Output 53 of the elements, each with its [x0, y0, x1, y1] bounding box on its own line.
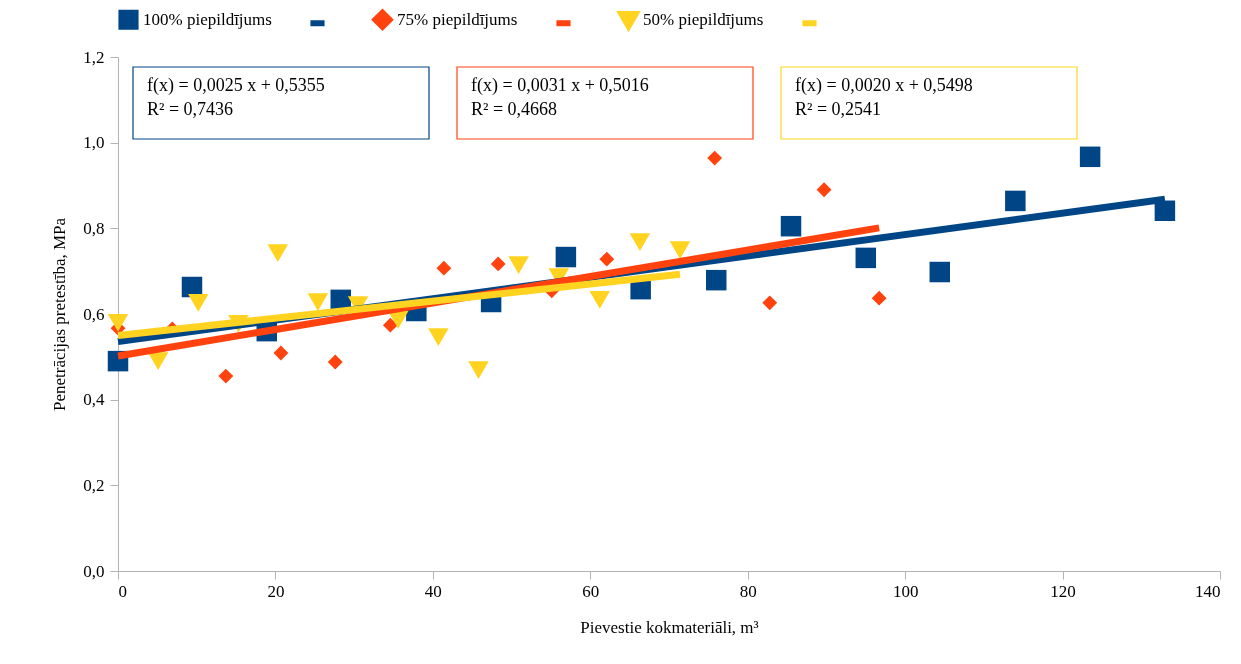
point: [147, 352, 169, 370]
annotation: f(x) = 0,0025 x + 0,5355 R² = 0,7436: [147, 75, 325, 119]
legend-label: 75% piepildījums: [397, 9, 518, 29]
legend-label: 100% piepildījums: [143, 9, 272, 29]
point: [307, 293, 329, 311]
x-tick-label: 120: [1050, 581, 1076, 601]
point: [1154, 200, 1176, 222]
point: [267, 244, 289, 263]
point: [436, 260, 452, 276]
point: [871, 290, 887, 306]
x-tick-label: 60: [582, 581, 600, 601]
point: [508, 256, 529, 275]
y-tick-label: 0,6: [83, 304, 105, 324]
point: [382, 317, 398, 333]
x-tick-label: 140: [1195, 581, 1221, 601]
x-tick-label: 80: [739, 581, 757, 601]
x-tick-label: 20: [267, 581, 285, 601]
point: [929, 261, 951, 283]
point: [327, 354, 343, 370]
annotation: f(x) = 0,0020 x + 0,5498 R² = 0,2541: [795, 75, 973, 119]
legend-label: 50% piepildījums: [643, 10, 764, 30]
point: [629, 233, 651, 251]
x-axis-title: Pievestie kokmateriāli, m³: [580, 617, 759, 637]
y-axis-title: Penetrācijas pretestība, MPa: [50, 217, 70, 412]
point: [599, 251, 615, 267]
annotation: f(x) = 0,0031 x + 0,5016 R² = 0,4668: [471, 75, 649, 119]
x-tick-label: 40: [424, 581, 442, 601]
point: [816, 182, 832, 198]
point: [555, 246, 577, 268]
point: [1079, 146, 1101, 168]
point: [1005, 190, 1026, 212]
point: [273, 345, 289, 361]
point: [705, 269, 727, 291]
point: [468, 361, 489, 379]
y-tick-label: 1,2: [83, 47, 105, 67]
point: [707, 150, 723, 166]
point: [780, 215, 802, 237]
point: [855, 247, 877, 269]
point: [188, 293, 209, 312]
y-tick-label: 0,0: [83, 561, 105, 581]
y-tick-label: 0,2: [83, 475, 105, 495]
y-tick-label: 0,8: [83, 218, 105, 238]
y-tick-label: 1,0: [83, 133, 105, 153]
point: [589, 290, 610, 309]
x-tick-label: 0: [118, 581, 127, 601]
point: [428, 328, 449, 346]
point: [762, 295, 778, 311]
x-tick-label: 100: [892, 581, 919, 601]
point: [107, 314, 129, 332]
point: [490, 256, 506, 272]
point: [218, 368, 234, 384]
point: [669, 241, 691, 260]
y-tick-label: 0,4: [83, 390, 105, 410]
